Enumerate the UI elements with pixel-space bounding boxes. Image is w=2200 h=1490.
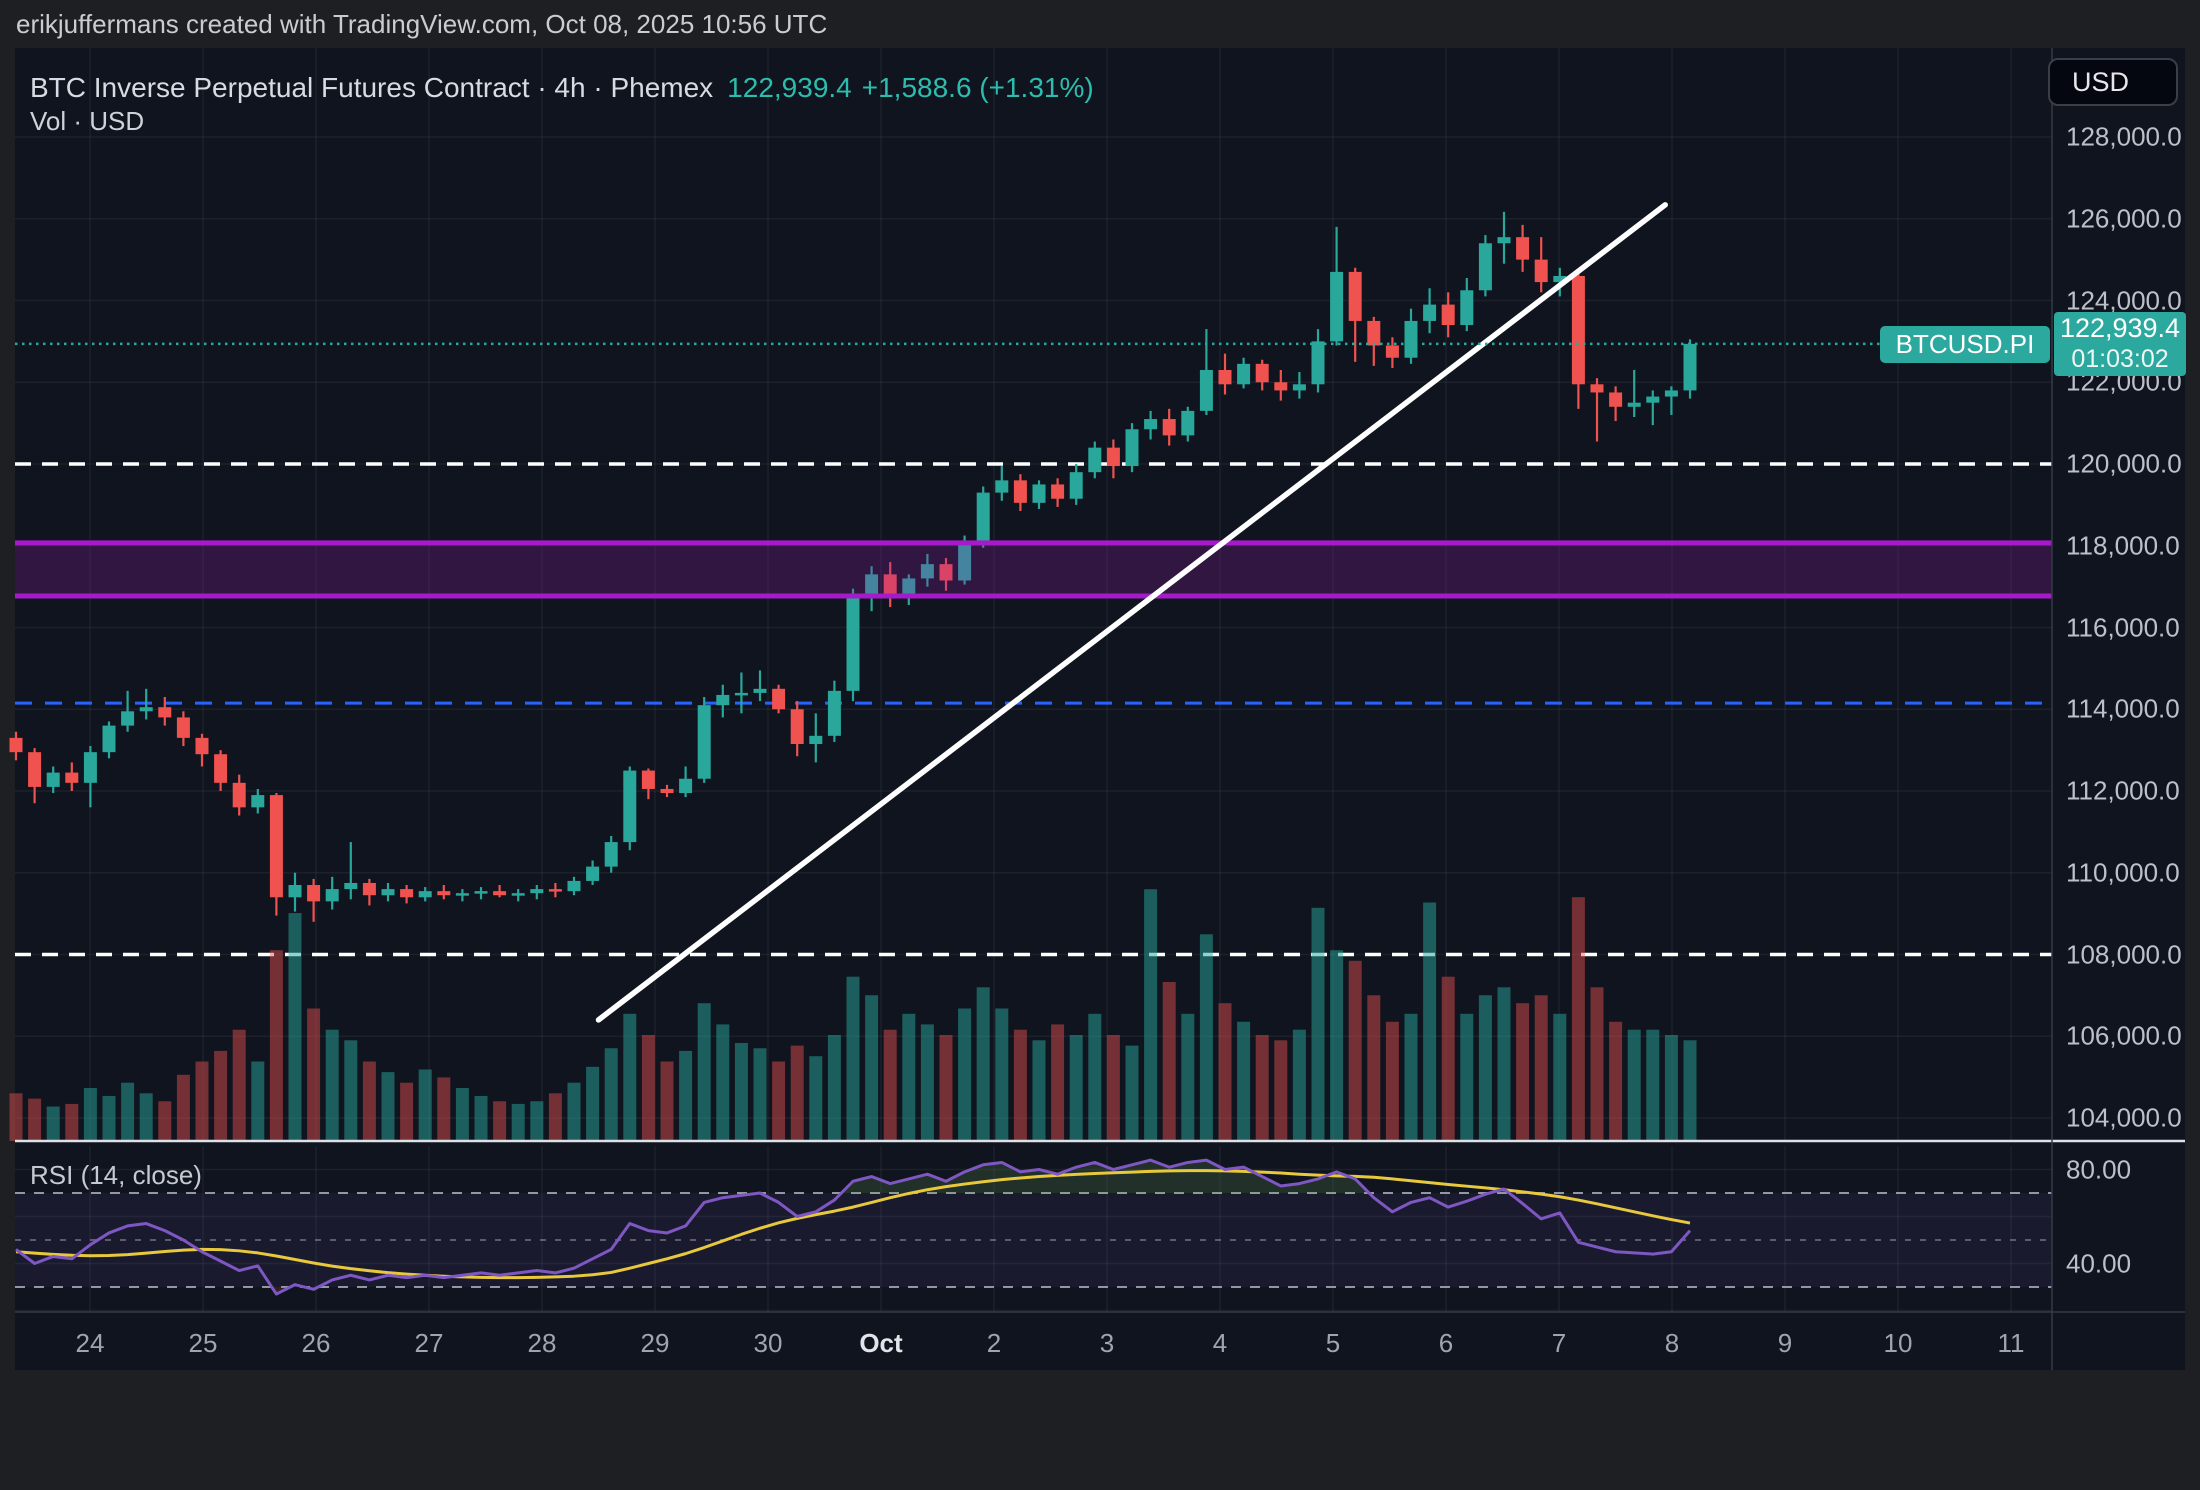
price-tick-label: 108,000.0 (2066, 939, 2182, 969)
price-tick-label: 112,000.0 (2066, 775, 2180, 806)
attribution-text: erikjuffermans created with TradingView.… (16, 8, 828, 39)
time-tick-label: 2 (986, 1328, 1002, 1358)
time-tick-label: 24 (75, 1328, 105, 1358)
time-tick-label: 30 (753, 1328, 783, 1358)
time-tick-label: 8 (1664, 1328, 1680, 1358)
price-tick-label: 118,000.0 (2066, 530, 2180, 561)
legend-change: +1,588.6 (+1.31%) (861, 72, 1094, 103)
price-tick-label: 128,000.0 (2066, 121, 2182, 152)
horizontal-level-lines[interactable] (15, 462, 2052, 957)
time-tick-label: 3 (1099, 1328, 1115, 1358)
chart-legend: BTC Inverse Perpetual Futures Contract ·… (30, 70, 1094, 138)
rsi-tick-label: 40.00 (2066, 1248, 2132, 1278)
volume-bars (9, 889, 1697, 1141)
legend-last-price: 122,939.4 (727, 72, 852, 103)
time-tick-label: 5 (1325, 1328, 1341, 1358)
price-tick-label: 124,000.0 (2066, 285, 2182, 315)
price-tick-label: 116,000.0 (2066, 612, 2180, 642)
price-tick-label: 126,000.0 (2066, 203, 2182, 234)
price-tick-label: 106,000.0 (2066, 1020, 2182, 1051)
time-tick-label: 26 (301, 1328, 331, 1358)
attribution-bar: erikjuffermans created with TradingView.… (0, 0, 2200, 48)
current-price-tag: 122,939.4 01:03:02 (2054, 312, 2186, 376)
bottom-bar (0, 1370, 2200, 1490)
time-tick-label: 4 (1212, 1328, 1228, 1358)
time-tick-label: 9 (1777, 1328, 1793, 1358)
time-tick-label: 25 (188, 1328, 218, 1358)
time-tick-label: 6 (1438, 1328, 1454, 1358)
time-tick-label: 29 (640, 1328, 670, 1358)
time-tick-label: Oct (859, 1328, 903, 1358)
price-tick-label: 114,000.0 (2066, 693, 2180, 724)
time-tick-label: 10 (1883, 1328, 1913, 1358)
rsi-indicator-label: RSI (14, close) (30, 1160, 202, 1190)
price-tick-label: 110,000.0 (2066, 857, 2180, 888)
symbol-price-line-tag: BTCUSD.PI (1880, 326, 2050, 363)
rsi-pane-series (15, 1158, 2052, 1296)
price-tick-label: 104,000.0 (2066, 1102, 2182, 1133)
chart-widget-background (15, 48, 2185, 1370)
time-tick-label: 7 (1551, 1328, 1567, 1358)
time-tick-label: 27 (414, 1328, 444, 1358)
bar-countdown: 01:03:02 (2071, 345, 2169, 373)
supply-zone-rectangle[interactable] (15, 540, 2052, 599)
rsi-tick-label: 80.00 (2066, 1154, 2132, 1184)
price-tick-label: 120,000.0 (2066, 448, 2182, 479)
time-tick-label: 11 (1997, 1328, 2025, 1358)
current-price-value: 122,939.4 (2059, 313, 2181, 343)
symbol-title: BTC Inverse Perpetual Futures Contract ·… (30, 72, 714, 103)
candlestick-series (9, 211, 1697, 922)
currency-usd-button[interactable]: USD (2048, 58, 2178, 106)
volume-indicator-label: Vol · USD (30, 106, 145, 136)
time-tick-label: 28 (527, 1328, 557, 1358)
trend-line[interactable] (595, 202, 1668, 1023)
